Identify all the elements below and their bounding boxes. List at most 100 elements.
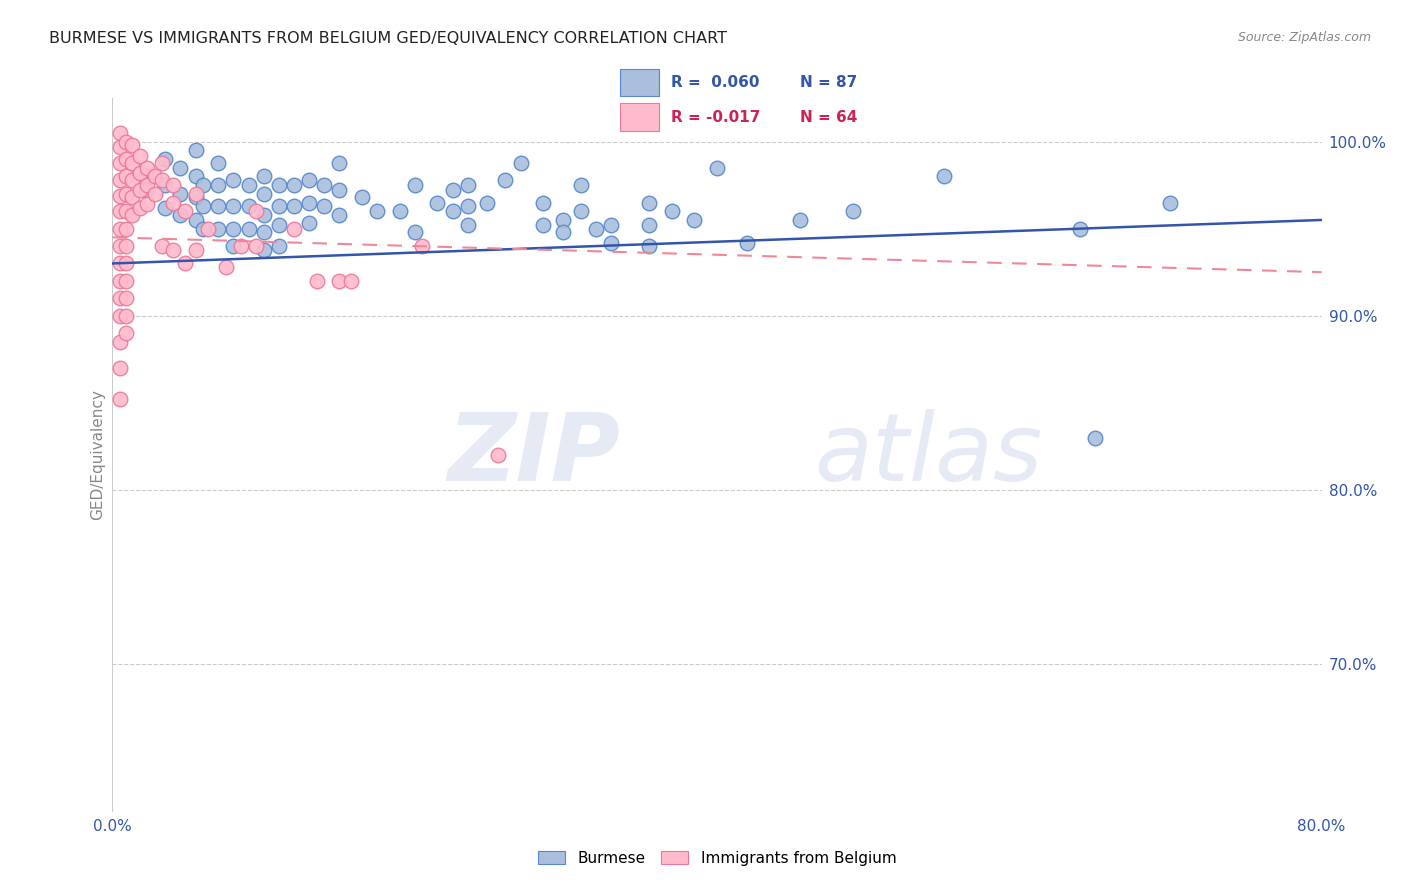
Point <box>207 221 229 235</box>
Point <box>155 152 177 166</box>
Point <box>267 239 290 253</box>
Point <box>298 216 321 230</box>
Point <box>298 173 321 187</box>
Point <box>661 204 683 219</box>
Point <box>184 169 207 184</box>
Point <box>162 243 184 257</box>
Point <box>108 392 131 407</box>
Point <box>457 178 479 193</box>
Point <box>108 334 131 349</box>
Point <box>683 213 706 227</box>
Point <box>328 183 350 197</box>
Point <box>314 199 336 213</box>
Point <box>150 155 173 169</box>
Point <box>184 186 207 201</box>
Point <box>184 213 207 227</box>
Point <box>135 183 157 197</box>
Point <box>238 178 260 193</box>
Point <box>108 155 131 169</box>
Point <box>253 169 276 184</box>
Point <box>267 178 290 193</box>
Point <box>314 178 336 193</box>
Point <box>207 178 229 193</box>
Point <box>128 201 150 215</box>
Point <box>486 448 509 462</box>
Point <box>328 208 350 222</box>
Point <box>600 218 623 232</box>
FancyBboxPatch shape <box>620 69 659 95</box>
Point <box>191 178 214 193</box>
Point <box>551 213 574 227</box>
Point <box>108 188 131 202</box>
Text: R = -0.017: R = -0.017 <box>671 110 761 125</box>
Legend: Burmese, Immigrants from Belgium: Burmese, Immigrants from Belgium <box>531 845 903 871</box>
Point <box>842 204 865 219</box>
Point <box>267 199 290 213</box>
Point <box>184 190 207 204</box>
Point <box>121 208 143 222</box>
Point <box>169 186 191 201</box>
Point <box>531 218 554 232</box>
Point <box>128 148 150 162</box>
Point <box>366 204 388 219</box>
Point <box>457 199 479 213</box>
Point <box>328 274 350 288</box>
Point <box>457 218 479 232</box>
Point <box>136 197 159 211</box>
Point <box>155 201 177 215</box>
Point <box>174 256 197 270</box>
Point <box>238 199 260 213</box>
Point <box>150 239 173 253</box>
Point <box>115 326 138 340</box>
Point <box>128 183 150 197</box>
Point <box>108 360 131 375</box>
Point <box>136 161 159 175</box>
Point <box>238 221 260 235</box>
Point <box>477 195 499 210</box>
Point <box>411 239 433 253</box>
Point <box>115 152 138 166</box>
Point <box>426 195 449 210</box>
Point <box>441 204 464 219</box>
Point <box>600 235 623 250</box>
Point <box>169 208 191 222</box>
Point <box>328 155 350 169</box>
Point <box>197 221 219 235</box>
Text: R =  0.060: R = 0.060 <box>671 75 759 90</box>
Point <box>143 186 166 201</box>
Point <box>737 235 759 250</box>
Point <box>184 144 207 158</box>
Point <box>229 239 252 253</box>
FancyBboxPatch shape <box>620 103 659 130</box>
Point <box>121 155 143 169</box>
Point <box>1069 221 1091 235</box>
Point <box>509 155 531 169</box>
Point <box>162 178 184 193</box>
Point <box>108 140 131 154</box>
Point <box>121 173 143 187</box>
Point <box>388 204 411 219</box>
Point <box>115 135 138 149</box>
Point <box>115 186 138 201</box>
Point <box>108 221 131 235</box>
Point <box>108 239 131 253</box>
Point <box>638 195 661 210</box>
Point <box>136 178 159 193</box>
Text: ZIP: ZIP <box>447 409 620 501</box>
Point <box>638 218 661 232</box>
Point <box>298 195 321 210</box>
Text: BURMESE VS IMMIGRANTS FROM BELGIUM GED/EQUIVALENCY CORRELATION CHART: BURMESE VS IMMIGRANTS FROM BELGIUM GED/E… <box>49 31 727 46</box>
Point <box>585 221 607 235</box>
Point <box>222 239 245 253</box>
Point <box>245 239 267 253</box>
Point <box>283 221 305 235</box>
Point <box>441 183 464 197</box>
Point <box>128 166 150 180</box>
Point <box>222 173 245 187</box>
Point <box>191 199 214 213</box>
Point <box>108 274 131 288</box>
Point <box>531 195 554 210</box>
Point <box>174 204 197 219</box>
Point <box>207 155 229 169</box>
Text: atlas: atlas <box>814 409 1042 500</box>
